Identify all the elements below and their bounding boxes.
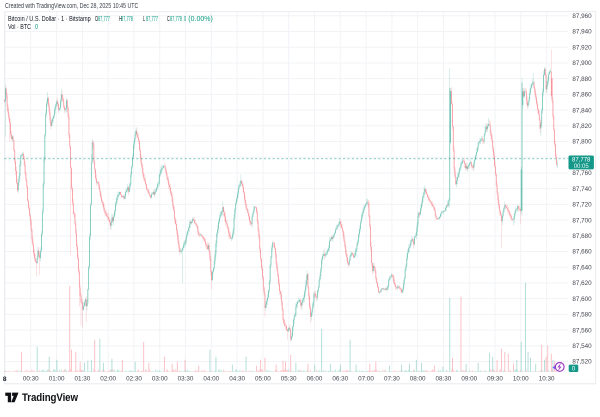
svg-text:87,920: 87,920 [572,44,592,51]
svg-text:06:00: 06:00 [307,376,323,383]
svg-text:87,580: 87,580 [572,312,592,319]
svg-text:02:00: 02:00 [100,376,116,383]
svg-text:04:30: 04:30 [229,376,245,383]
svg-text:05:30: 05:30 [281,376,297,383]
svg-text:87,860: 87,860 [572,92,592,99]
svg-text:07:30: 07:30 [384,376,400,383]
svg-text:04:00: 04:00 [203,376,219,383]
svg-text:8: 8 [3,376,7,383]
svg-text:08:00: 08:00 [410,376,426,383]
svg-text:87,600: 87,600 [572,296,592,303]
svg-text:87,900: 87,900 [572,60,592,67]
svg-text:08:30: 08:30 [436,376,452,383]
svg-text:87,880: 87,880 [572,76,592,83]
svg-text:87,660: 87,660 [572,249,592,256]
svg-text:01:30: 01:30 [74,376,90,383]
svg-text:09:00: 09:00 [461,376,477,383]
svg-text:06:30: 06:30 [332,376,348,383]
svg-text:87,640: 87,640 [572,264,592,271]
svg-text:87,540: 87,540 [572,343,592,350]
svg-text:09:30: 09:30 [487,376,503,383]
svg-text:87,800: 87,800 [572,139,592,146]
svg-text:10:00: 10:00 [513,376,529,383]
svg-text:0: 0 [572,366,576,372]
svg-text:87,778: 87,778 [572,158,591,164]
svg-text:87,840: 87,840 [572,107,592,114]
svg-text:87,940: 87,940 [572,29,592,36]
svg-text:87,680: 87,680 [572,233,592,240]
svg-text:87,720: 87,720 [572,202,592,209]
svg-text:87,620: 87,620 [572,280,592,287]
svg-text:07:00: 07:00 [358,376,374,383]
svg-text:87,520: 87,520 [572,359,592,366]
svg-text:03:00: 03:00 [152,376,168,383]
svg-text:87,760: 87,760 [572,170,592,177]
svg-text:87,740: 87,740 [572,186,592,193]
svg-text:00:05: 00:05 [574,164,590,170]
svg-text:00:30: 00:30 [23,376,39,383]
svg-text:03:30: 03:30 [178,376,194,383]
svg-text:87,820: 87,820 [572,123,592,130]
svg-text:01:00: 01:00 [49,376,65,383]
svg-text:87,960: 87,960 [572,13,592,20]
svg-text:05:00: 05:00 [255,376,271,383]
svg-text:87,700: 87,700 [572,217,592,224]
svg-text:87,560: 87,560 [572,327,592,334]
svg-text:02:30: 02:30 [126,376,142,383]
svg-text:10:30: 10:30 [539,376,555,383]
